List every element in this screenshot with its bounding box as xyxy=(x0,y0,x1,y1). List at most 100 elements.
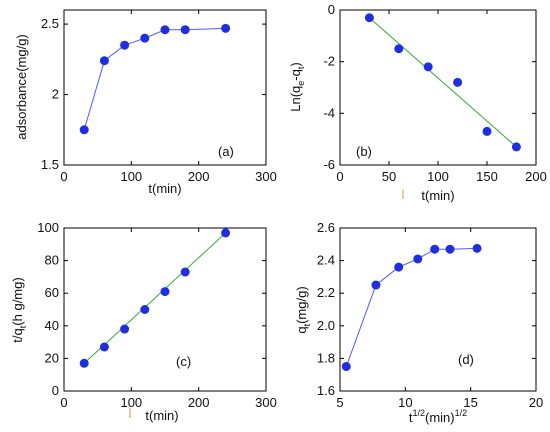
panel-a-ytick-label-2: 2.5 xyxy=(41,16,59,31)
panel-a-ytick-label-0: 1.5 xyxy=(41,157,59,172)
panel-c-xtick-label-2: 200 xyxy=(188,395,210,410)
panel-a-frame xyxy=(63,9,267,166)
panel-b-point-1 xyxy=(394,44,404,54)
panel-c-ytick-label-4: 80 xyxy=(45,253,59,268)
panel-d-ylabel-main: q xyxy=(294,326,309,333)
panel-c-ylabel-sub: t xyxy=(18,325,28,328)
panel-c-xtick-label-0: 0 xyxy=(60,395,67,410)
panel-b-annotation: (b) xyxy=(356,144,372,159)
panel-b-xtick-label-3: 150 xyxy=(476,169,498,184)
panel-b-frame xyxy=(339,9,537,166)
panel-b-xtick-label-4: 200 xyxy=(525,169,547,184)
panel-c-ylabel-end: (h g/mg) xyxy=(10,277,25,325)
panel-b-xtick-label-2: 100 xyxy=(427,169,449,184)
panel-b-point-2 xyxy=(423,62,433,72)
panel-b-point-0 xyxy=(364,13,374,23)
panel-d-xtick-label-0: 5 xyxy=(336,395,343,410)
panel-c-ytick-label-1: 20 xyxy=(45,350,59,365)
panel-d-ylabel-sub: t xyxy=(302,323,312,326)
panel-d-xlabel: t1/2(min)1/2 xyxy=(409,408,467,425)
panel-c-ytick-label-0: 0 xyxy=(52,383,59,398)
panel-d-xtick-label-3: 20 xyxy=(529,395,543,410)
panel-d-ytick-label-0: 1.6 xyxy=(317,383,335,398)
panel-a-point-4 xyxy=(160,25,170,35)
panel-d-xtick-label-2: 15 xyxy=(463,395,477,410)
panel-a: 0 100 200 300 1.5 2 2.5 t(min) adsorbance(mg/g… xyxy=(14,9,277,196)
panel-b-xlabel: t(min) xyxy=(421,188,454,203)
panel-c-xlabel: t(min) xyxy=(145,408,178,423)
panel-b-ylabel-sub2: t xyxy=(296,66,306,69)
panel-c-fit-line xyxy=(83,232,226,364)
panel-a-point-1 xyxy=(99,56,109,66)
panel-a-xtick-label-2: 200 xyxy=(188,169,210,184)
panel-a-xtick-label-0: 0 xyxy=(60,169,67,184)
panel-d-point-3 xyxy=(413,254,423,264)
panel-a-ticks: 0 100 200 300 1.5 2 2.5 xyxy=(41,10,277,184)
panel-b-ticks: 0 50 100 150 200 -6 -4 -2 0 xyxy=(323,2,546,184)
panel-c-annotation: (c) xyxy=(176,354,191,369)
panel-d-ylabel: qt(mg/g) xyxy=(294,286,312,333)
panel-d-point-4 xyxy=(430,244,440,254)
panel-b-ylabel-end: ) xyxy=(288,62,303,66)
panel-d-xtick-label-1: 10 xyxy=(398,395,412,410)
panel-c-ytick-label-2: 40 xyxy=(45,318,59,333)
panel-d-point-2 xyxy=(394,262,404,272)
panel-d-ticks: 5 10 15 20 1.6 1.8 2.0 2.2 2.4 2.6 xyxy=(317,220,543,410)
panel-c-marks xyxy=(79,228,231,368)
panel-c-point-6 xyxy=(221,228,231,238)
panel-d-frame xyxy=(339,227,537,392)
panel-c-ytick-label-5: 100 xyxy=(37,220,59,235)
panel-b-point-5 xyxy=(511,142,521,152)
panel-a-point-2 xyxy=(120,40,130,50)
panel-d-xlabel-mid: (min) xyxy=(425,410,455,425)
panel-b-xtick-label-1: 50 xyxy=(382,169,396,184)
panel-d-point-5 xyxy=(445,244,455,254)
panel-b-xtick-label-0: 0 xyxy=(336,169,343,184)
panel-a-point-5 xyxy=(180,25,190,35)
panel-c-point-2 xyxy=(120,324,130,334)
panel-d: 5 10 15 201.61.82.02.22.42.6 t1/2(min)1/2 q… xyxy=(294,220,543,425)
panel-c-point-4 xyxy=(160,287,170,297)
panel-d-point-1 xyxy=(371,280,381,290)
panel-d-xlabel-sup1: 1/2 xyxy=(412,408,425,418)
panel-d-xlabel-main: t xyxy=(409,410,413,425)
panel-b-point-4 xyxy=(482,126,492,136)
panel-a-point-6 xyxy=(221,23,231,33)
panel-c-frame xyxy=(63,227,267,392)
panel-a-xtick-label-3: 300 xyxy=(255,169,277,184)
panel-b-point-3 xyxy=(453,77,463,87)
panel-d-ylabel-end: (mg/g) xyxy=(294,286,309,324)
panel-c-xtick-label-3: 300 xyxy=(255,395,277,410)
panel-b-ytick-label-2: -2 xyxy=(323,54,335,69)
panel-a-xlabel: t(min) xyxy=(148,181,181,196)
panel-b-ylabel-main: Ln(q xyxy=(288,86,303,112)
panel-c-ticks: 0 100 200 300 0 20 40 60 80 100 xyxy=(37,220,277,410)
panel-b-ytick-label-3: 0 xyxy=(328,2,335,17)
panel-c-point-1 xyxy=(99,342,109,352)
panel-b-marks xyxy=(364,13,521,152)
panel-d-marks xyxy=(341,243,482,372)
panel-a-point-3 xyxy=(140,33,150,43)
panel-b-ytick-label-1: -4 xyxy=(323,105,335,120)
panel-d-annotation: (d) xyxy=(458,352,474,367)
panel-c: 0 100 200 300 0 20 40 60 80 100 t(min) t/qt(h g/m… xyxy=(10,220,277,423)
panel-a-marks xyxy=(79,23,231,135)
panel-b-ylabel-mid: -q xyxy=(288,69,303,81)
panel-c-xtick-label-1: 100 xyxy=(120,395,142,410)
panel-d-point-0 xyxy=(341,362,351,372)
panel-c-ylabel: t/qt(h g/mg) xyxy=(10,277,28,342)
panel-b: 0 50 100 150 200 -6 -4 -2 0 t(min) Ln(qe-qt) (b) xyxy=(288,2,547,203)
panel-c-ytick-label-3: 60 xyxy=(45,285,59,300)
panel-d-ytick-label-2: 2.0 xyxy=(317,318,335,333)
panel-b-ylabel-sub1: e xyxy=(296,81,306,86)
panel-b-fit-line xyxy=(369,17,517,148)
panel-b-ytick-label-0: -6 xyxy=(323,157,335,172)
panel-d-ytick-label-1: 1.8 xyxy=(317,350,335,365)
panel-b-ylabel: Ln(qe-qt) xyxy=(288,62,306,111)
panel-a-ylabel: adsorbance(mg/g) xyxy=(14,34,29,140)
panel-d-ytick-label-3: 2.2 xyxy=(317,285,335,300)
panel-d-ytick-label-5: 2.6 xyxy=(317,220,335,235)
panel-d-xlabel-sup2: 1/2 xyxy=(455,408,468,418)
panel-c-point-5 xyxy=(180,267,190,277)
